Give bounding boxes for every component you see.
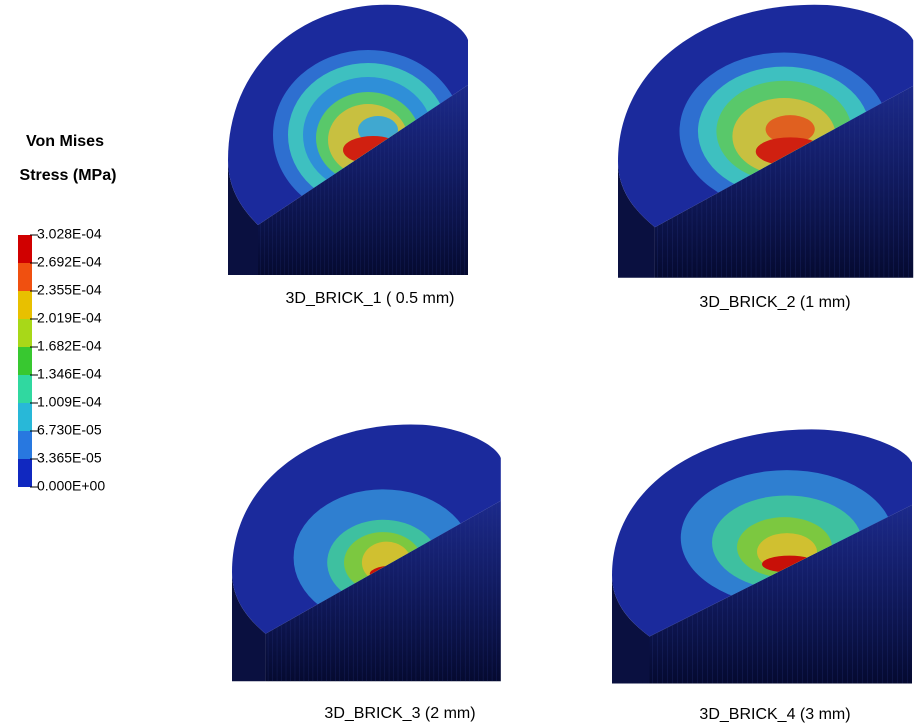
color-swatch xyxy=(18,291,32,319)
color-swatch xyxy=(18,263,32,291)
legend-label: 0.000E+00 xyxy=(37,478,105,494)
panel-caption: 3D_BRICK_1 ( 0.5 mm) xyxy=(286,290,455,307)
color-bar: 3.028E-04 2.692E-04 2.355E-04 2.019E-04 1.68… xyxy=(18,226,105,494)
legend-label: 6.730E-05 xyxy=(37,422,102,438)
legend-label: 2.692E-04 xyxy=(37,254,102,270)
legend-label: 1.682E-04 xyxy=(37,338,102,354)
color-swatch xyxy=(18,319,32,347)
legend-label: 3.365E-05 xyxy=(37,450,102,466)
mesh-render xyxy=(228,4,468,275)
mesh-render xyxy=(612,429,912,684)
legend-title: Von Mises xyxy=(26,133,104,150)
color-swatch xyxy=(18,431,32,459)
legend-label: 2.355E-04 xyxy=(37,282,102,298)
color-swatch xyxy=(18,403,32,431)
panel-caption: 3D_BRICK_4 (3 mm) xyxy=(699,706,850,723)
panel-caption: 3D_BRICK_2 (1 mm) xyxy=(699,294,850,311)
color-swatch xyxy=(18,347,32,375)
legend-label: 3.028E-04 xyxy=(37,226,102,242)
panel-caption: 3D_BRICK_3 (2 mm) xyxy=(324,705,475,722)
color-swatch xyxy=(18,459,32,487)
legend-label: 1.346E-04 xyxy=(37,366,102,382)
mesh-render xyxy=(232,424,501,682)
legend-label: 2.019E-04 xyxy=(37,310,102,326)
mesh-render xyxy=(618,4,914,278)
color-swatch xyxy=(18,375,32,403)
legend-title: Stress (MPa) xyxy=(20,167,117,184)
legend-label: 1.009E-04 xyxy=(37,394,102,410)
color-swatch xyxy=(18,235,32,263)
